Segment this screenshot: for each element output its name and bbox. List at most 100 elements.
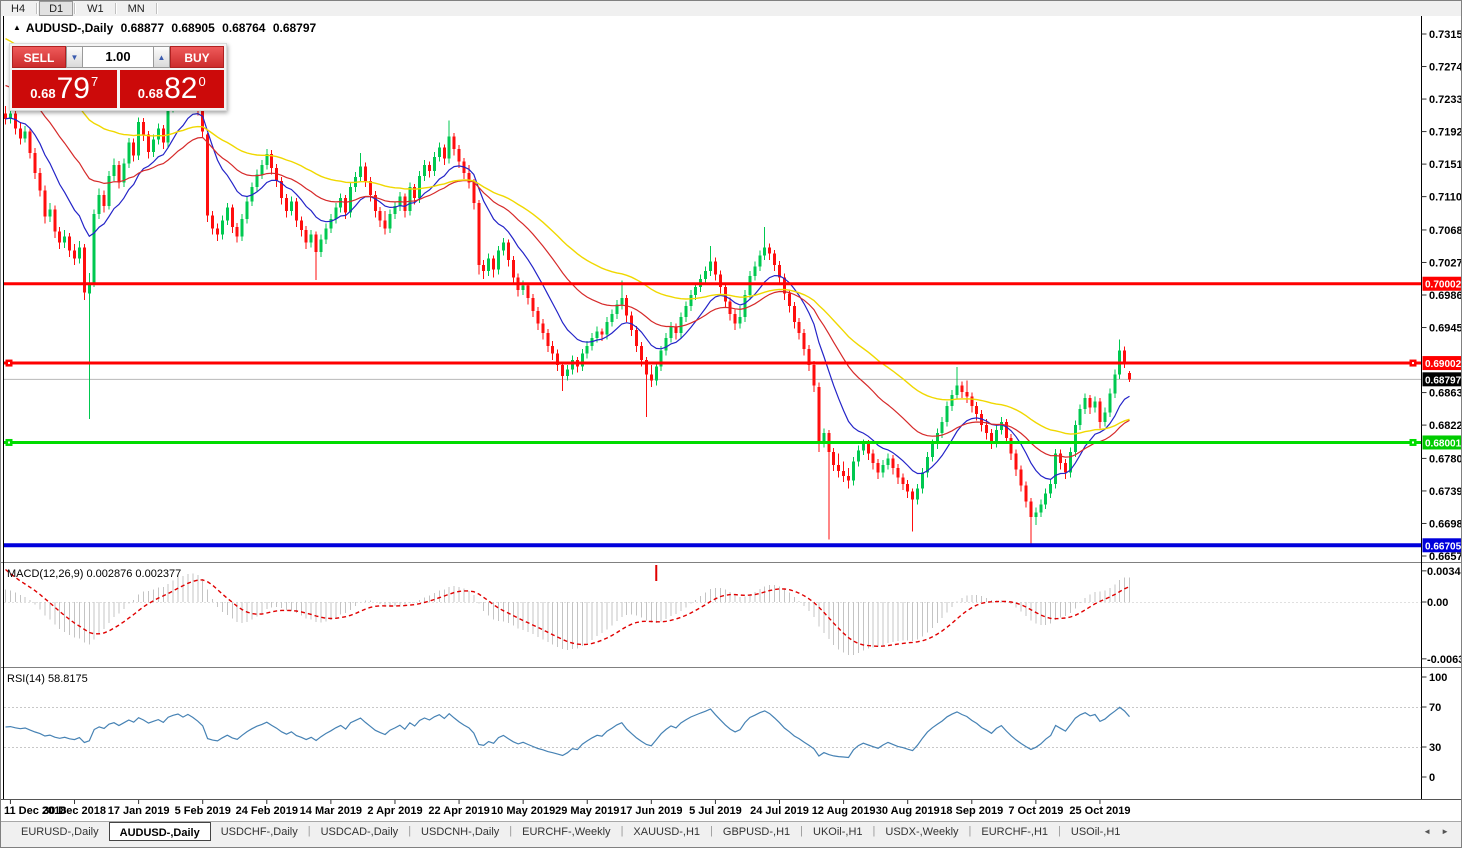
timeframe-button-h4[interactable]: H4	[11, 3, 26, 15]
chart-tab-active[interactable]: AUDUSD-,Daily	[108, 822, 211, 841]
chart-tab[interactable]: EURCHF-,Weekly	[522, 826, 611, 838]
tab-separator: |	[710, 825, 713, 837]
svg-text:70: 70	[1429, 702, 1441, 714]
svg-text:0.73150: 0.73150	[1429, 29, 1462, 41]
price-level-badge	[1422, 356, 1461, 371]
svg-text:17 Jan 2019: 17 Jan 2019	[108, 805, 170, 817]
sell-button[interactable]: SELL	[12, 46, 66, 68]
buy-price-prefix: 0.68	[137, 86, 164, 101]
chart-area[interactable]: 0.73150 0.72740 0.72330 0.71920 0.71510 0.711…	[1, 16, 1462, 824]
one-click-trade-panel: SELL ▼ 1.00 ▲ BUY 0.68 79 7 0.68 82 0	[9, 43, 227, 111]
svg-text:0.68797: 0.68797	[1425, 375, 1462, 386]
tab-separator: |	[408, 825, 412, 837]
svg-text:0.68220: 0.68220	[1429, 420, 1462, 432]
tab-scroll-right-icon[interactable]: ►	[1441, 827, 1449, 836]
price-level-badge	[1422, 435, 1461, 450]
timeframe-button-w1[interactable]: W1	[87, 3, 104, 15]
tab-separator: |	[509, 825, 513, 837]
buy-button[interactable]: BUY	[170, 46, 224, 68]
svg-text:5 Feb 2019: 5 Feb 2019	[175, 805, 231, 817]
svg-text:17 Jun 2019: 17 Jun 2019	[620, 805, 682, 817]
svg-text:0.67390: 0.67390	[1429, 486, 1462, 498]
svg-text:0.68001: 0.68001	[1425, 438, 1462, 449]
chart-canvas[interactable]: 0.73150 0.72740 0.72330 0.71920 0.71510 0.711…	[1, 16, 1462, 824]
svg-text:24 Feb 2019: 24 Feb 2019	[236, 805, 298, 817]
svg-text:10 May 2019: 10 May 2019	[491, 805, 555, 817]
timeframe-button-mn[interactable]: MN	[127, 3, 145, 15]
price-level-badge	[1422, 276, 1461, 291]
chevron-up-icon: ▲	[157, 52, 166, 62]
svg-text:0.66570: 0.66570	[1429, 551, 1462, 563]
svg-text:0.71920: 0.71920	[1429, 127, 1462, 139]
chart-tab[interactable]: USDCAD-,Daily	[320, 826, 399, 838]
chart-tab[interactable]: GBPUSD-,H1	[722, 826, 791, 838]
svg-text:29 May 2019: 29 May 2019	[555, 805, 619, 817]
svg-text:0.66705: 0.66705	[1425, 541, 1462, 552]
chart-tab[interactable]: USDCNH-,Daily	[421, 826, 500, 838]
symbol-marker-icon: ▲	[13, 23, 21, 32]
toolbar-separator	[114, 3, 117, 14]
timeframe-button-d1[interactable]: D1	[39, 1, 74, 16]
tab-scroll-left-icon[interactable]: ◄	[1423, 827, 1432, 836]
rsi-line	[5, 706, 1130, 759]
tab-separator: |	[968, 825, 972, 837]
svg-text:0.72740: 0.72740	[1429, 62, 1462, 74]
chart-tab[interactable]: USDCHF-,Daily	[220, 826, 298, 838]
svg-text:0.67800: 0.67800	[1429, 453, 1462, 465]
rsi-label: RSI(14) 58.8175	[7, 673, 88, 685]
tab-separator: |	[872, 825, 876, 837]
chart-tab[interactable]: USOil-,H1	[1070, 826, 1121, 838]
price-level-badge	[1422, 538, 1461, 553]
chart-tab[interactable]: EURUSD-,Daily	[21, 826, 99, 838]
chart-tab[interactable]: USDX-,Weekly	[885, 826, 959, 838]
timeframe-toolbar: H4 D1 W1 MN	[1, 1, 1461, 17]
volume-increase-button[interactable]: ▲	[153, 46, 170, 68]
moving-average-line	[5, 112, 1130, 480]
ohlc-close: 0.68797	[272, 21, 317, 35]
svg-text:0: 0	[1429, 772, 1435, 784]
svg-text:0.00: 0.00	[1427, 597, 1448, 609]
chart-tab[interactable]: UKOil-,H1	[813, 826, 863, 838]
chart-tabs: EURUSD-,Daily AUDUSD-,Daily USDCHF-,Daily |…	[1, 822, 1423, 841]
buy-price-button[interactable]: 0.68 82 0	[119, 70, 224, 108]
chevron-down-icon: ▼	[70, 52, 79, 62]
toolbar-separator	[155, 3, 158, 14]
volume-input[interactable]: 1.00	[83, 46, 153, 68]
ohlc-high: 0.68905	[171, 21, 215, 35]
svg-text:5 Jul 2019: 5 Jul 2019	[689, 805, 742, 817]
current-price-badge	[1422, 372, 1461, 387]
svg-text:100: 100	[1429, 672, 1447, 684]
svg-text:0.72330: 0.72330	[1429, 94, 1462, 106]
volume-decrease-button[interactable]: ▼	[66, 46, 83, 68]
svg-text:30 Dec 2018: 30 Dec 2018	[43, 805, 106, 817]
svg-text:0.00349: 0.00349	[1427, 566, 1462, 578]
sell-price-prefix: 0.68	[30, 86, 56, 101]
tab-separator: |	[1058, 825, 1061, 837]
chart-tab[interactable]: EURCHF-,H1	[981, 826, 1049, 838]
chart-symbol-label: AUDUSD-,Daily	[25, 21, 114, 35]
sell-price-button[interactable]: 0.68 79 7	[12, 70, 117, 108]
ohlc-open: 0.68877	[120, 21, 165, 35]
macd-signal-line	[5, 568, 1130, 648]
buy-price-pipette: 0	[198, 74, 206, 89]
svg-text:25 Oct 2019: 25 Oct 2019	[1069, 805, 1130, 817]
svg-text:0.69450: 0.69450	[1429, 323, 1462, 335]
svg-text:30 Aug 2019: 30 Aug 2019	[876, 805, 940, 817]
svg-text:7 Oct 2019: 7 Oct 2019	[1008, 805, 1063, 817]
chart-tab-bar: EURUSD-,Daily AUDUSD-,Daily USDCHF-,Daily |…	[1, 821, 1461, 847]
chart-title: ▲ AUDUSD-,Daily 0.68877 0.68905 0.68764 0…	[13, 21, 320, 35]
svg-text:-0.00637: -0.00637	[1427, 654, 1462, 666]
sell-price-big: 79	[56, 72, 90, 105]
svg-text:0.68630: 0.68630	[1429, 388, 1462, 400]
svg-text:24 Jul 2019: 24 Jul 2019	[750, 805, 809, 817]
svg-text:0.70270: 0.70270	[1429, 257, 1462, 269]
price-axis[interactable]: 0.73150 0.72740 0.72330 0.71920 0.71510 0.711…	[1421, 29, 1462, 784]
svg-text:12 Aug 2019: 12 Aug 2019	[812, 805, 876, 817]
svg-text:2 Apr 2019: 2 Apr 2019	[367, 805, 422, 817]
svg-text:0.70002: 0.70002	[1425, 280, 1462, 291]
chart-tab[interactable]: XAUUSD-,H1	[633, 826, 701, 838]
moving-average-line	[5, 84, 1130, 458]
